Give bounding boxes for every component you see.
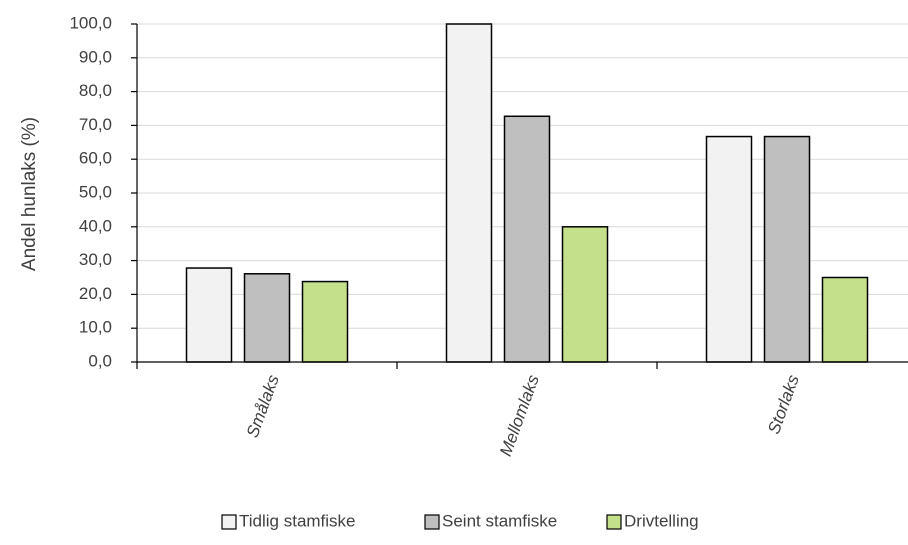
bar-seint-stamfiske-1: [503, 115, 551, 363]
legend-label: Tidlig stamfiske: [239, 511, 356, 530]
axes: [131, 23, 908, 369]
legend-swatch: [221, 514, 237, 530]
y-tick-label: 100,0: [69, 13, 112, 32]
x-category-label: Smålaks: [243, 372, 283, 440]
y-axis-label: Andel hunlaks (%): [19, 117, 40, 271]
bar-seint-stamfiske-2: [763, 135, 811, 363]
y-tick-label: 70,0: [79, 115, 112, 134]
x-category-label: Storlaks: [764, 372, 803, 437]
x-category-label: Mellomlaks: [496, 372, 543, 459]
bar-seint-stamfiske-0: [243, 273, 291, 363]
bar-drivtelling-0: [301, 280, 349, 363]
legend-label: Seint stamfiske: [442, 511, 557, 530]
y-tick-label: 0,0: [88, 351, 112, 370]
y-axis-tick-labels: 0,0 10,0 20,0 30,0 40,0 50,0 60,0 70,0 80,0 90,0 1…: [69, 13, 112, 370]
y-tick-label: 90,0: [79, 47, 112, 66]
y-tick-label: 50,0: [79, 182, 112, 201]
legend-swatch: [606, 514, 622, 530]
legend-swatch: [424, 514, 440, 530]
y-tick-label: 60,0: [79, 149, 112, 168]
bar-tidlig-stamfiske-2: [705, 135, 753, 363]
legend-label: Drivtelling: [624, 511, 699, 530]
x-axis-category-labels: Smålaks Mellomlaks Storlaks: [243, 372, 803, 459]
bar-tidlig-stamfiske-1: [445, 23, 493, 363]
bar-drivtelling-2: [821, 276, 869, 363]
y-tick-label: 80,0: [79, 81, 112, 100]
y-tick-label: 40,0: [79, 216, 112, 235]
bar-drivtelling-1: [561, 226, 609, 363]
y-tick-label: 20,0: [79, 284, 112, 303]
legend: Tidlig stamfiske Seint stamfiske Drivtelli…: [221, 511, 699, 530]
y-tick-label: 30,0: [79, 250, 112, 269]
y-tick-label: 10,0: [79, 318, 112, 337]
bar-tidlig-stamfiske-0: [185, 267, 233, 363]
